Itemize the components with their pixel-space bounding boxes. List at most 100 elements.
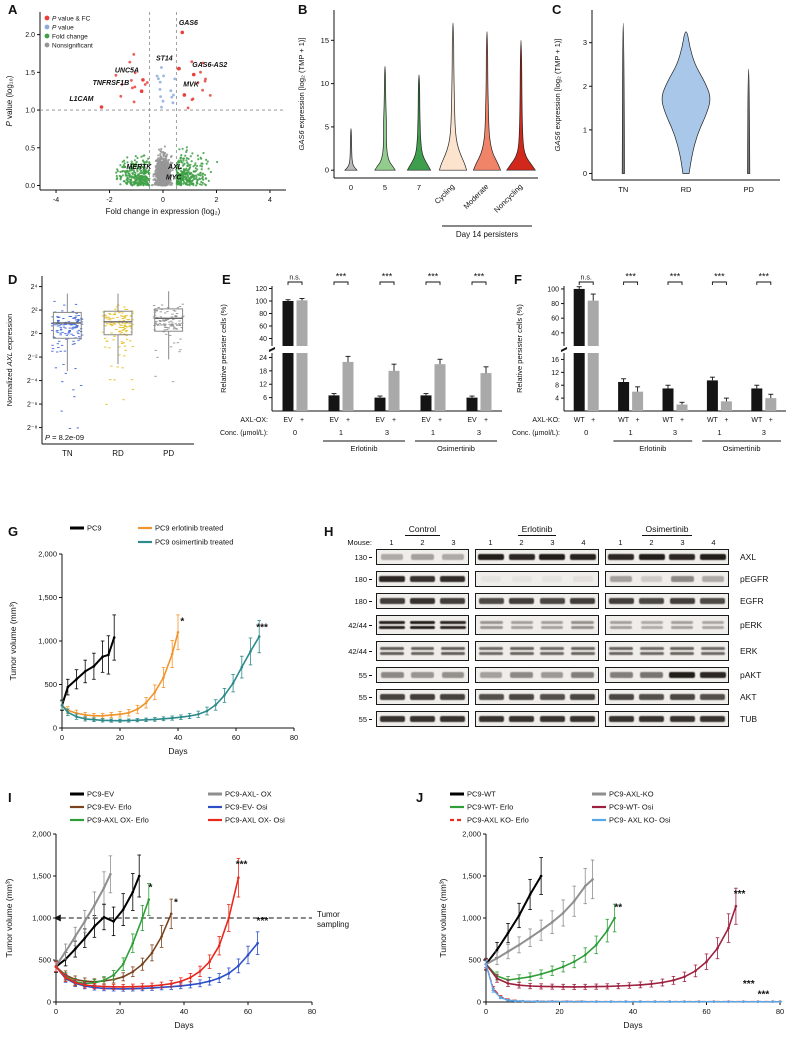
blot-band <box>478 598 504 604</box>
svg-text:2.0: 2.0 <box>25 32 35 39</box>
svg-text:15: 15 <box>321 36 329 45</box>
blot-band <box>409 576 436 582</box>
svg-text:WT: WT <box>574 417 586 424</box>
svg-text:100: 100 <box>255 299 267 306</box>
blot-band <box>669 598 695 604</box>
blot-band <box>440 576 466 582</box>
blot-band <box>479 625 503 629</box>
series-pc9-axl-ko <box>484 859 595 971</box>
svg-text:2⁰: 2⁰ <box>31 330 38 338</box>
blot-band <box>700 694 725 700</box>
blot-band <box>610 621 633 625</box>
blot-band <box>540 647 565 651</box>
blot-box <box>475 571 599 587</box>
svg-text:MERTK: MERTK <box>127 164 153 171</box>
svg-text:10: 10 <box>321 79 329 88</box>
blot-band <box>542 576 563 582</box>
svg-text:2⁻⁴: 2⁻⁴ <box>27 378 38 385</box>
svg-text:Conc. (μmol/L):: Conc. (μmol/L): <box>512 430 560 437</box>
blot-band <box>479 651 504 655</box>
svg-text:8: 8 <box>555 383 559 390</box>
svg-text:Tumor volume (mm³): Tumor volume (mm³) <box>4 878 14 957</box>
bar-group-3 <box>420 358 446 411</box>
violin-7 <box>406 74 432 171</box>
svg-text:2: 2 <box>583 82 587 91</box>
svg-text:PC9-WT- Osi: PC9-WT- Osi <box>609 803 653 812</box>
violin-0 <box>344 128 358 171</box>
svg-text:120: 120 <box>255 286 267 293</box>
svg-text:***: *** <box>758 989 770 1000</box>
svg-text:1,000: 1,000 <box>32 914 51 923</box>
tumor-sampling-label: sampling <box>317 920 349 929</box>
blot-band <box>670 576 694 582</box>
svg-text:100: 100 <box>547 286 559 293</box>
blot-box <box>475 549 599 565</box>
svg-text:Relative persister cells (%): Relative persister cells (%) <box>515 304 524 393</box>
svg-text:5: 5 <box>383 183 387 192</box>
bar-group-0 <box>282 298 308 411</box>
blot-band <box>411 554 434 560</box>
blot-band <box>669 554 696 560</box>
blot-band <box>541 625 564 629</box>
svg-text:3: 3 <box>477 428 481 437</box>
blot-band <box>639 716 665 722</box>
blot-band <box>570 651 595 655</box>
svg-text:***: *** <box>670 272 681 282</box>
blot-band <box>379 716 405 722</box>
panel-label-i: I <box>8 790 12 805</box>
volcano-point-cloud <box>114 53 219 187</box>
blot-band <box>638 554 665 560</box>
svg-text:GAS6 expression [log₂ (TMP + 1: GAS6 expression [log₂ (TMP + 1)] <box>553 38 562 151</box>
violin-tn <box>621 22 625 174</box>
blot-band <box>609 647 634 651</box>
svg-text:0: 0 <box>47 998 51 1007</box>
blot-mw-label: 180 <box>338 597 376 606</box>
svg-text:0: 0 <box>161 197 165 204</box>
svg-text:24: 24 <box>259 355 267 362</box>
series-pc9-axl-ox-osi <box>54 857 241 990</box>
svg-text:Conc. (μmol/L):: Conc. (μmol/L): <box>220 430 268 437</box>
svg-text:60: 60 <box>244 1007 252 1016</box>
svg-text:PC9: PC9 <box>87 524 102 533</box>
svg-text:-2: -2 <box>106 197 112 204</box>
svg-text:ST14: ST14 <box>156 55 173 62</box>
svg-text:Cycling: Cycling <box>433 182 457 206</box>
svg-text:RD: RD <box>681 185 692 194</box>
blot-band <box>700 716 726 722</box>
svg-text:2,000: 2,000 <box>38 550 57 559</box>
svg-text:60: 60 <box>232 733 240 742</box>
svg-text:***: *** <box>714 272 725 282</box>
svg-text:WT: WT <box>663 417 675 424</box>
series-pc9 <box>60 614 116 712</box>
blot-band <box>440 598 466 604</box>
violin-moderate <box>472 31 502 171</box>
svg-text:PC9-EV: PC9-EV <box>87 790 114 799</box>
series-pc9-wt-erlo <box>484 903 617 984</box>
svg-text:0: 0 <box>477 998 481 1007</box>
volcano-plot-panel-a: 0.0 0.5 1.0 1.5 2.0 -4 -2 0 2 4 GAS6 ST14 GAS6-AS2 UN… <box>5 12 286 216</box>
svg-text:PD: PD <box>743 185 754 194</box>
blot-band <box>539 554 566 560</box>
blot-band <box>509 694 535 700</box>
svg-text:1: 1 <box>431 428 435 437</box>
svg-text:+: + <box>769 417 773 424</box>
blot-band <box>510 621 533 625</box>
svg-text:GAS6-AS2: GAS6-AS2 <box>192 62 227 69</box>
svg-text:60: 60 <box>551 316 559 323</box>
svg-text:**: ** <box>614 902 622 913</box>
blot-band <box>541 621 564 625</box>
svg-text:0: 0 <box>53 724 57 733</box>
svg-text:20: 20 <box>116 733 124 742</box>
svg-text:3: 3 <box>583 38 587 47</box>
svg-text:PC9-EV- Osi: PC9-EV- Osi <box>225 803 268 812</box>
svg-text:AXL-OX:: AXL-OX: <box>240 417 268 424</box>
blot-lane-number: 4 <box>711 538 716 547</box>
blot-band <box>541 672 564 678</box>
svg-text:P value & FC: P value & FC <box>52 15 91 22</box>
blot-mw-label: 180 <box>338 575 376 584</box>
jitter-group-rd <box>101 304 135 405</box>
svg-text:1,000: 1,000 <box>462 914 481 923</box>
svg-text:PC9-WT: PC9-WT <box>467 790 496 799</box>
blot-band <box>479 647 504 651</box>
